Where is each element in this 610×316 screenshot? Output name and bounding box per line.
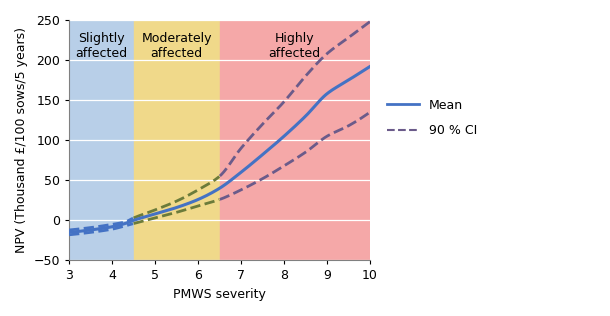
Text: Slightly
affected: Slightly affected (75, 32, 127, 60)
X-axis label: PMWS severity: PMWS severity (173, 288, 266, 301)
Y-axis label: NPV (Thousand £/100 sows/5 years): NPV (Thousand £/100 sows/5 years) (15, 27, 28, 253)
Bar (69, 20, 134, 260)
Text: Highly
affected: Highly affected (268, 32, 321, 60)
Bar (134, 20, 220, 260)
Legend: Mean, 90 % CI: Mean, 90 % CI (382, 94, 482, 142)
Text: Moderately
affected: Moderately affected (142, 32, 212, 60)
Bar (220, 20, 370, 260)
